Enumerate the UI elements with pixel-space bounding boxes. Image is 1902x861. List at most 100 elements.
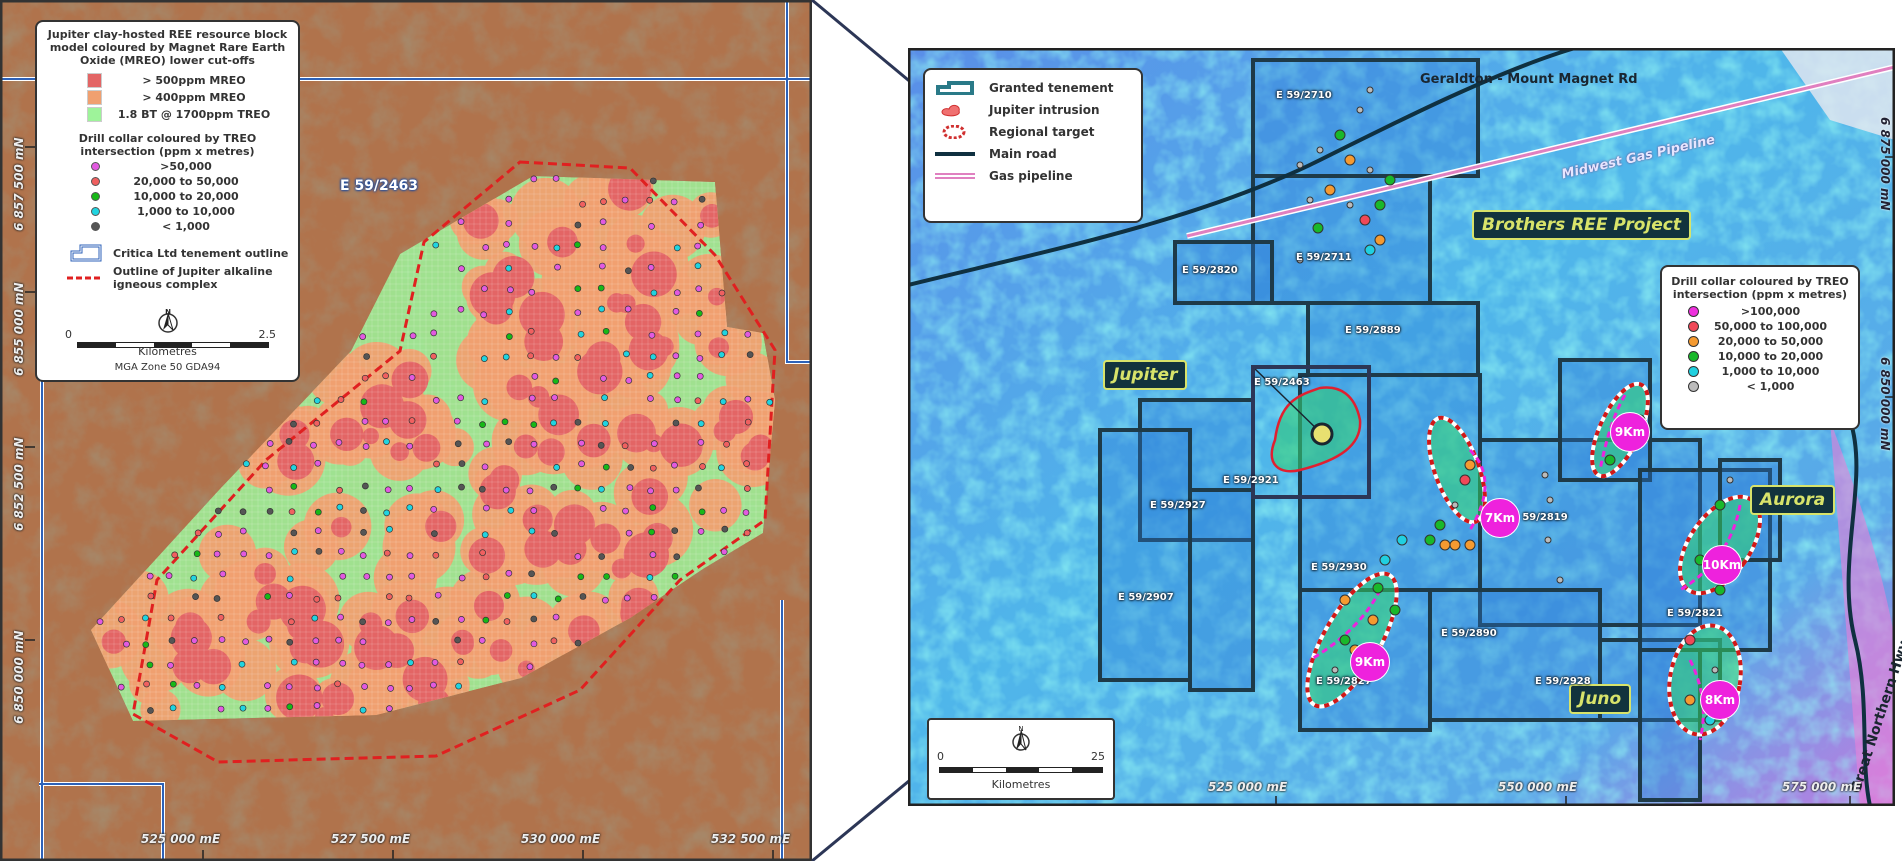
drill-collar (574, 285, 582, 293)
drill-collar (336, 486, 343, 494)
main-road (908, 48, 1872, 806)
tenement-label: E 59/2711 (1296, 252, 1352, 263)
tenement-label: E 59/2463 (1254, 377, 1310, 388)
drill-collar (481, 285, 488, 292)
legend-item: Jupiter intrusion (935, 103, 1131, 117)
drill-collar (574, 241, 581, 249)
drill-collar (578, 439, 585, 447)
drill-collar (168, 637, 176, 644)
drill-collar (530, 421, 538, 428)
drill-collar (118, 616, 125, 623)
drill-collar (649, 551, 657, 558)
drill-collar (602, 327, 610, 335)
drill-collar (386, 573, 393, 581)
drill-collar (597, 284, 605, 292)
drill-collar (286, 703, 294, 711)
drill-collar (359, 552, 367, 559)
drill-collar (359, 706, 367, 714)
drill-collar (598, 553, 606, 560)
drill-collar (286, 575, 294, 583)
drill-collar (1384, 174, 1396, 186)
scale-start: 0 (65, 328, 72, 341)
drill-collar (649, 504, 657, 511)
drill-collar (646, 574, 654, 581)
drill-collar (215, 531, 222, 538)
tenement-label: E 59/2928 (1535, 676, 1591, 687)
drill-collar (1344, 154, 1356, 166)
tenement (1251, 58, 1480, 178)
drill-collar (578, 460, 585, 468)
drill-collar (239, 508, 247, 516)
y-axis-label: 6 850 000 mN (12, 630, 26, 724)
drill-collar (599, 244, 607, 251)
drill-collar (407, 659, 414, 666)
drill-collar (312, 637, 320, 645)
drill-collar (482, 573, 490, 581)
drill-collar (264, 682, 271, 689)
drill-collar (385, 661, 393, 668)
tenement-label: E 59/2821 (1667, 608, 1723, 619)
drill-collar (552, 377, 560, 385)
drill-collar (1316, 146, 1324, 154)
drill-collar (454, 636, 461, 644)
drill-collar (454, 440, 462, 448)
legend-item-block: > 500ppm MREO (43, 73, 292, 88)
drill-collars-left (96, 175, 774, 714)
collar-dot-icon (91, 222, 100, 231)
drill-collar (574, 418, 582, 426)
drill-collar (147, 592, 155, 600)
drill-collar (457, 394, 465, 402)
drill-collar (695, 484, 702, 492)
drill-collar (743, 460, 750, 467)
drill-collar (193, 550, 201, 558)
collar-dot-icon (1688, 366, 1699, 377)
drill-collar (434, 486, 442, 493)
drill-collar (339, 572, 347, 580)
drill-collar (646, 372, 654, 379)
drill-collar (627, 464, 635, 471)
drill-collar (483, 440, 490, 448)
drill-collar (621, 442, 629, 450)
right-scale-bar: N 0 25 Kilometres (927, 718, 1115, 800)
drill-collar (1449, 539, 1461, 551)
drill-collar (673, 372, 681, 380)
drill-collar (383, 509, 390, 517)
road-line-icon (935, 152, 975, 156)
drill-collar (315, 547, 323, 555)
drill-collar (507, 506, 515, 514)
drill-collar (647, 263, 655, 271)
legend-item-collar: >100,000 (1668, 305, 1852, 318)
drill-collar (432, 397, 440, 404)
drill-collar (718, 289, 726, 297)
drill-collar (672, 308, 680, 315)
igneous-complex-outline (131, 160, 777, 764)
drill-collar (360, 528, 367, 536)
legend-item-tenement-outline: Critica Ltd tenement outline (43, 243, 292, 263)
drill-collar (457, 658, 464, 666)
drill-collar (602, 596, 609, 604)
drill-collar (602, 463, 610, 471)
drill-collar (505, 264, 513, 272)
drill-collar (671, 527, 679, 535)
drill-collar (746, 351, 754, 358)
drill-collar (699, 463, 706, 470)
distance-arrow (1468, 448, 1487, 531)
drill-collar (167, 614, 175, 622)
drill-collar (142, 641, 150, 649)
drill-collar (169, 680, 177, 688)
drill-collar (551, 530, 558, 537)
drill-collar (360, 507, 367, 514)
drill-collar (361, 374, 369, 382)
x-axis-label: 532 500 mE (711, 832, 791, 846)
drill-collar (360, 398, 368, 406)
drill-collar (1296, 256, 1304, 264)
drill-collar (238, 660, 246, 668)
drill-collar (625, 529, 633, 537)
drill-collar (697, 420, 705, 427)
tenement-label: E 59/2890 (1441, 628, 1497, 639)
drill-collar (481, 355, 488, 362)
drill-collar (194, 529, 202, 537)
drill-collar (217, 613, 225, 621)
drill-collar (507, 286, 514, 294)
drill-collar (239, 527, 247, 535)
